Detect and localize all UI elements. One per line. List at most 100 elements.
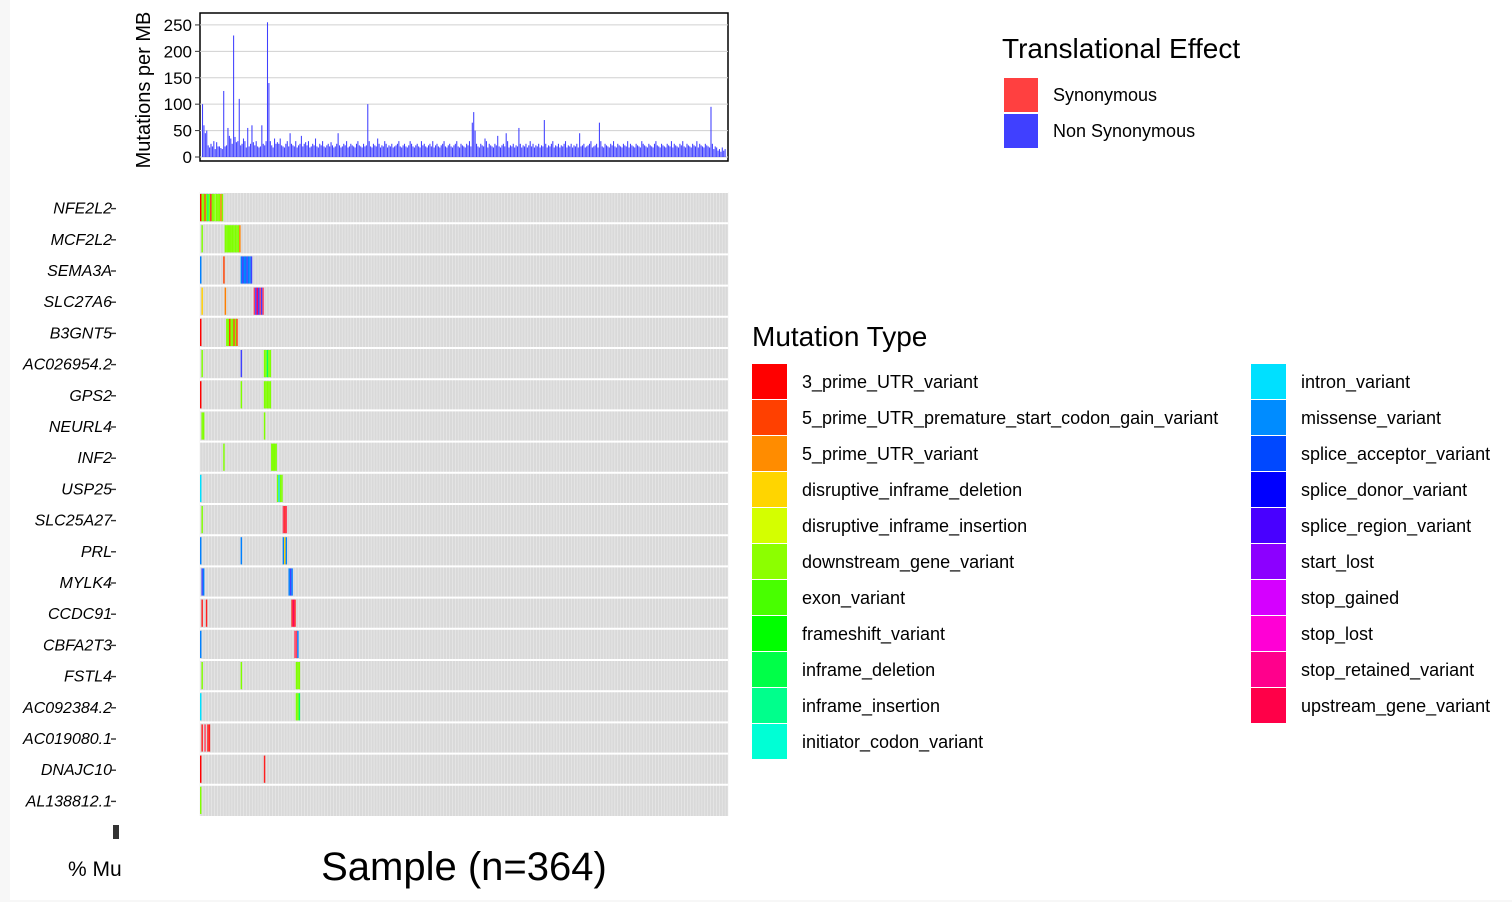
mutation-cell (237, 225, 240, 253)
burden-bar (416, 143, 418, 157)
burden-bar (464, 147, 466, 157)
mutation-cell (201, 568, 203, 596)
burden-y-tick-label: 0 (183, 148, 192, 167)
burden-bar (628, 147, 630, 157)
burden-bar (553, 147, 555, 157)
mutation-type-label: stop_lost (1301, 624, 1373, 645)
burden-bar (686, 143, 688, 157)
mutation-cell (234, 225, 237, 253)
mutation-cell (291, 599, 293, 627)
burden-bar (320, 145, 322, 157)
mutation-cell (246, 256, 248, 284)
burden-bar (439, 147, 441, 157)
mutation-cell (200, 381, 202, 409)
burden-bar (411, 143, 413, 157)
burden-bar (637, 145, 639, 157)
burden-bar (279, 138, 281, 157)
mutation-cell (217, 194, 219, 222)
burden-bar (443, 141, 445, 157)
burden-bar (427, 145, 430, 157)
burden-bar (361, 147, 363, 157)
mutation-type-swatch (752, 580, 787, 615)
mutation-cell (201, 350, 203, 378)
burden-bar (613, 141, 615, 157)
burden-bar (545, 143, 547, 157)
gene-label: PRL (81, 544, 112, 561)
burden-bar (419, 147, 421, 157)
burden-bar (548, 145, 550, 157)
mutation-cell (255, 287, 257, 315)
mutation-cell (211, 194, 214, 222)
heatmap-mutation-cells (200, 194, 301, 814)
burden-y-tick-label: 250 (164, 16, 192, 35)
burden-bar (347, 147, 349, 157)
burden-bar (679, 143, 681, 157)
burden-bar (409, 141, 411, 157)
burden-bar (218, 146, 221, 157)
burden-bar (601, 146, 603, 157)
burden-bar (387, 147, 389, 157)
burden-bar (659, 147, 661, 157)
burden-bar (666, 143, 668, 157)
burden-bar (272, 147, 274, 157)
mutation-type-swatch (1251, 544, 1286, 579)
burden-bar (384, 141, 386, 157)
burden-bar (514, 147, 516, 157)
burden-bar (717, 150, 719, 157)
mutation-cell (233, 318, 235, 346)
mutation-cell (242, 256, 244, 284)
mutation-cell (281, 474, 283, 502)
mutation-cell (284, 506, 286, 534)
mutation-cell (226, 318, 228, 346)
mutation-cell (236, 225, 238, 253)
burden-bar (413, 147, 415, 157)
burden-bar (546, 147, 548, 157)
mutation-cell (221, 194, 224, 222)
burden-bar (447, 145, 449, 157)
burden-bar (230, 138, 232, 157)
burden-bar (402, 145, 404, 157)
burden-bar (642, 143, 644, 157)
burden-bar (474, 130, 476, 157)
burden-bar (693, 145, 695, 157)
burden-bar (314, 138, 317, 157)
mutation-cell (226, 225, 228, 253)
burden-bar (309, 147, 311, 157)
mutation-type-legend-title: Mutation Type (752, 321, 927, 352)
burden-bar (543, 120, 545, 157)
mutation-cell (243, 256, 245, 284)
burden-bar (288, 146, 290, 157)
burden-bar (555, 145, 557, 157)
burden-bar (442, 143, 444, 157)
burden-bar (557, 143, 559, 157)
burden-bar (435, 145, 437, 157)
burden-bar (680, 145, 682, 157)
gene-label: AC026954.2 (22, 357, 112, 374)
burden-bar (312, 143, 314, 157)
gene-label: AC019080.1 (22, 731, 112, 748)
burden-bar (406, 147, 408, 157)
burden-bar (220, 148, 222, 157)
burden-bar (216, 142, 218, 157)
burden-bar (316, 146, 318, 157)
burden-bar (401, 147, 403, 157)
mutation-cell (200, 786, 202, 814)
burden-bar (302, 146, 304, 157)
mutation-cell (204, 724, 206, 752)
burden-bar (480, 143, 482, 157)
burden-y-axis-label: Mutations per MB (133, 12, 155, 169)
burden-bar (408, 145, 410, 157)
burden-bar (724, 149, 726, 157)
mutation-cell (294, 630, 296, 658)
burden-bar (593, 146, 595, 157)
burden-bar (269, 141, 271, 157)
burden-bar (282, 146, 284, 157)
translational-effect-legend-title: Translational Effect (1002, 33, 1240, 64)
burden-bar (423, 143, 425, 157)
burden-bar (276, 142, 278, 157)
burden-bar (395, 145, 397, 157)
figure-canvas: 0 50 100 150 200 250 Mutations per MB NFE2L2 M… (10, 0, 1512, 900)
burden-bar (540, 145, 543, 157)
mutation-cell (227, 318, 230, 346)
burden-bar (600, 141, 602, 157)
